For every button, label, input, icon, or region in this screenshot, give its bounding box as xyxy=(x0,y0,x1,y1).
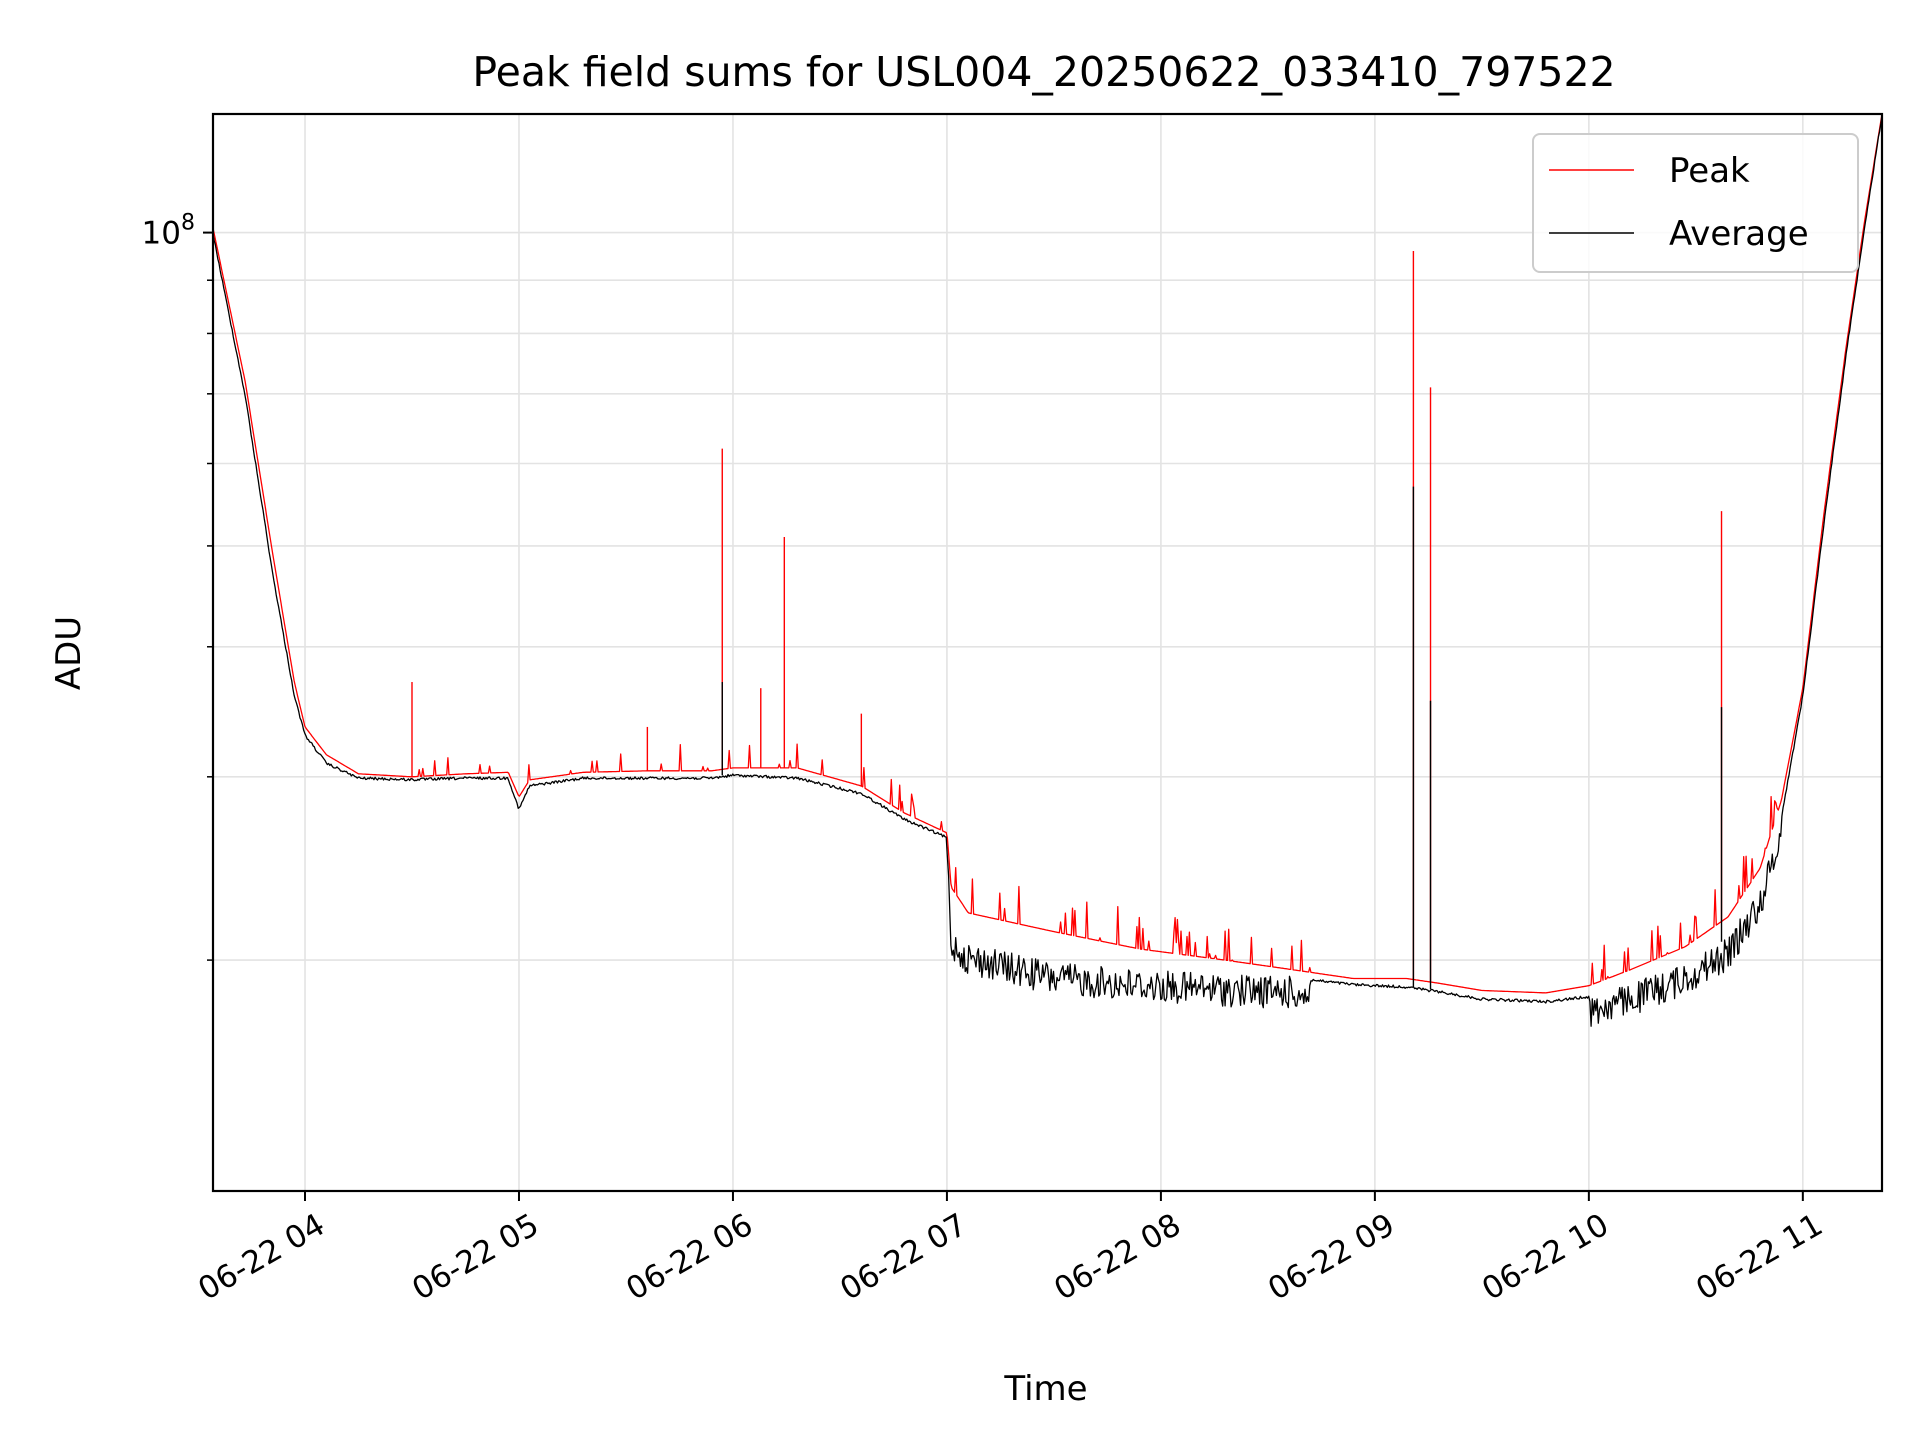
legend-peak-label: Peak xyxy=(1669,151,1750,191)
legend-box xyxy=(1532,133,1859,273)
x-axis-label: Time xyxy=(1003,1369,1087,1409)
legend-average-label: Average xyxy=(1669,214,1809,254)
series-layer xyxy=(213,114,1882,1027)
legend: Peak Average xyxy=(1532,133,1859,273)
series-line-peak xyxy=(213,114,1882,994)
y-axis: 108 xyxy=(142,211,213,961)
y-tick-label: 108 xyxy=(142,211,195,252)
chart-title: Peak field sums for USL004_20250622_0334… xyxy=(472,48,1615,96)
series-line-average xyxy=(213,115,1882,1027)
plot-frame xyxy=(211,112,1884,1193)
y-axis-label: ADU xyxy=(49,616,89,690)
